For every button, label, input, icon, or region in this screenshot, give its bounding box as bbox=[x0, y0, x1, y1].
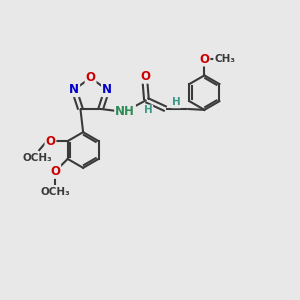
Text: O: O bbox=[85, 71, 96, 84]
Text: N: N bbox=[69, 83, 79, 96]
Text: O: O bbox=[45, 135, 56, 148]
Text: O: O bbox=[200, 52, 209, 65]
Text: CH₃: CH₃ bbox=[214, 54, 235, 64]
Text: OCH₃: OCH₃ bbox=[40, 187, 70, 196]
Text: H: H bbox=[172, 98, 181, 107]
Text: O: O bbox=[50, 165, 60, 178]
Text: O: O bbox=[140, 70, 150, 83]
Text: OCH₃: OCH₃ bbox=[22, 153, 52, 163]
Text: N: N bbox=[102, 83, 112, 96]
Text: NH: NH bbox=[115, 105, 135, 118]
Text: H: H bbox=[144, 105, 152, 116]
